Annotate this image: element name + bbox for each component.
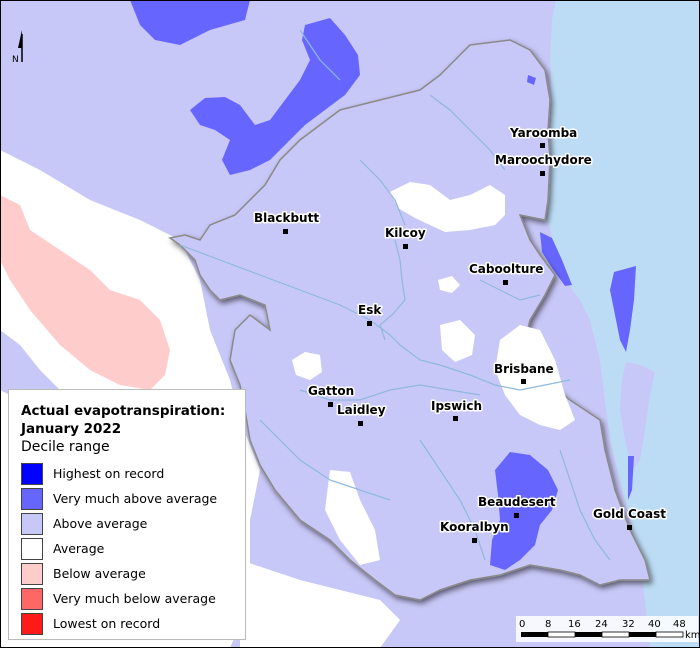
legend-swatch [21, 462, 43, 485]
place-label-kilcoy: Kilcoy [385, 226, 426, 240]
legend-title: Actual evapotranspiration: January 2022 [21, 402, 235, 438]
scale-segment [575, 632, 602, 637]
scale-tick-48: 48 [673, 619, 686, 630]
legend-item-highest: Highest on record [21, 461, 235, 486]
place-label-maroochydore: Maroochydore [495, 153, 592, 167]
legend-swatch [21, 612, 43, 635]
average-patch-brisbane [495, 325, 575, 430]
place-marker-blackbutt [283, 229, 288, 234]
legend-item-average: Average [21, 536, 235, 561]
place-marker-gatton [328, 402, 333, 407]
legend-subtitle: Decile range [21, 439, 110, 455]
legend-item-above: Above average [21, 511, 235, 536]
place-label-brisbane: Brisbane [494, 362, 554, 376]
scale-segment [629, 632, 656, 637]
place-label-ipswich: Ipswich [431, 399, 482, 413]
legend: Actual evapotranspiration: January 2022 … [8, 389, 246, 640]
place-marker-beaudesert [514, 513, 519, 518]
place-marker-esk [367, 321, 372, 326]
place-marker-maroochydore [540, 171, 545, 176]
legend-label: Very much above average [53, 491, 218, 506]
place-label-yaroomba: Yaroomba [509, 126, 577, 140]
very-much-above-patch-north-1 [130, 0, 250, 45]
scale-segment [521, 632, 548, 637]
very-much-above-patch-beaudesert [490, 452, 558, 570]
scale-segment [601, 631, 630, 638]
scale-tick-40: 40 [648, 619, 661, 630]
average-patch-west [292, 352, 322, 380]
legend-label: Average [53, 541, 105, 556]
legend-swatch [21, 537, 43, 560]
scale-segment [547, 631, 576, 638]
north-label: N [12, 55, 19, 65]
legend-swatch [21, 487, 43, 510]
outer-average-area-south [240, 560, 400, 648]
outer-above-strip [0, 330, 60, 395]
average-patch-small [438, 276, 460, 293]
legend-label: Lowest on record [53, 616, 161, 631]
island-moreton [610, 266, 636, 352]
island-stradbroke [628, 456, 634, 500]
place-label-kooralbyn: Kooralbyn [440, 520, 509, 534]
place-marker-laidley [358, 421, 363, 426]
legend-item-very-much-below: Very much below average [21, 586, 235, 611]
legend-label: Below average [53, 566, 146, 581]
scale-segment [655, 631, 684, 638]
place-marker-kooralbyn [472, 538, 477, 543]
below-average-area [0, 195, 170, 390]
place-label-esk: Esk [358, 303, 382, 317]
legend-item-very-much-above: Very much above average [21, 486, 235, 511]
scale-tick-0: 0 [519, 619, 525, 630]
place-marker-kilcoy [403, 244, 408, 249]
place-label-beaudesert: Beaudesert [478, 495, 556, 509]
place-marker-gold-coast [627, 525, 632, 530]
legend-item-below: Below average [21, 561, 235, 586]
place-label-caboolture: Caboolture [469, 262, 543, 276]
scale-tick-16: 16 [568, 619, 581, 630]
legend-swatch [21, 512, 43, 535]
place-marker-brisbane [521, 379, 526, 384]
legend-swatch [21, 587, 43, 610]
place-label-gold-coast: Gold Coast [593, 507, 666, 521]
island-bribie [540, 232, 572, 286]
average-patch-north [390, 182, 505, 232]
legend-swatch [21, 562, 43, 585]
scale-tick-8: 8 [545, 619, 551, 630]
legend-title-line1: Actual evapotranspiration: [21, 403, 226, 419]
place-label-gatton: Gatton [308, 384, 354, 398]
island-north [620, 362, 655, 470]
legend-label: Highest on record [53, 466, 165, 481]
place-marker-caboolture [503, 280, 508, 285]
scale-unit: km [685, 630, 700, 641]
rivers [179, 29, 611, 561]
place-label-blackbutt: Blackbutt [254, 211, 319, 225]
average-patch-central [440, 320, 475, 362]
scale-tick-32: 32 [622, 619, 635, 630]
scale-tick-24: 24 [595, 619, 608, 630]
place-marker-ipswich [453, 416, 458, 421]
place-label-laidley: Laidley [337, 403, 386, 417]
place-marker-yaroomba [540, 143, 545, 148]
scale-bar: 0 8 16 24 32 40 48 km [516, 616, 700, 642]
place-layer: Yaroomba Maroochydore Blackbutt Kilcoy C… [253, 125, 668, 543]
legend-title-line2: January 2022 [21, 421, 122, 437]
legend-item-lowest: Lowest on record [21, 611, 235, 636]
legend-label: Above average [53, 516, 148, 531]
average-patch-south [325, 470, 380, 565]
legend-label: Very much below average [53, 591, 216, 606]
north-arrow: N [12, 30, 23, 65]
very-much-above-patch-coast [527, 75, 536, 85]
